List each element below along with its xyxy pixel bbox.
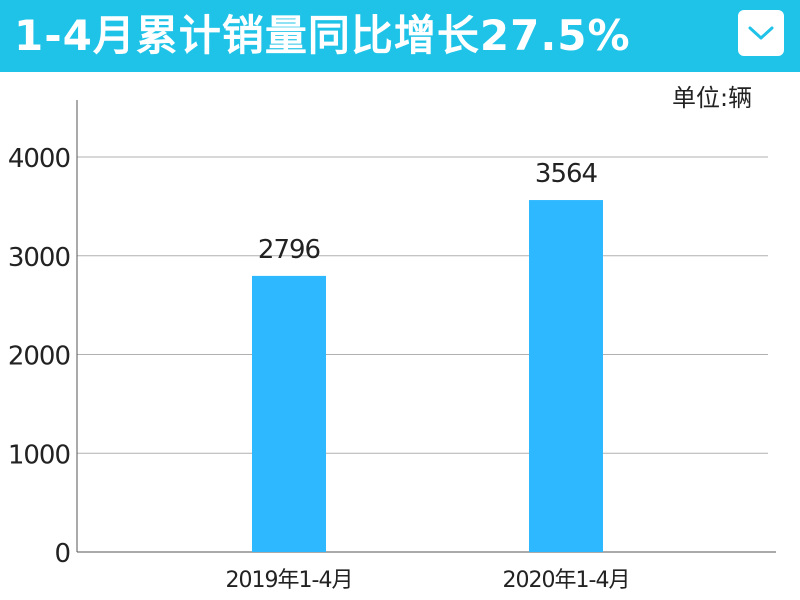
- y-tick-label: 4000: [8, 144, 70, 174]
- page-title: 1-4月累计销量同比增长27.5%: [14, 11, 631, 60]
- y-tick-label: 3000: [8, 243, 70, 273]
- bar: [252, 275, 326, 552]
- data-label: 3564: [535, 159, 598, 189]
- x-category-label: 2020年1-4月: [503, 568, 630, 593]
- unit-label: 单位:辆: [672, 84, 753, 112]
- header-bar: 1-4月累计销量同比增长27.5%: [0, 0, 800, 72]
- y-tick-label: 2000: [8, 342, 70, 372]
- data-label: 2796: [258, 235, 320, 265]
- dropdown-button[interactable]: [738, 10, 784, 56]
- x-category-label: 2019年1-4月: [226, 568, 353, 593]
- chevron-down-icon: [748, 26, 774, 40]
- y-tick-label: 1000: [8, 440, 70, 470]
- y-tick-label: 0: [54, 539, 70, 569]
- bar: [529, 200, 603, 552]
